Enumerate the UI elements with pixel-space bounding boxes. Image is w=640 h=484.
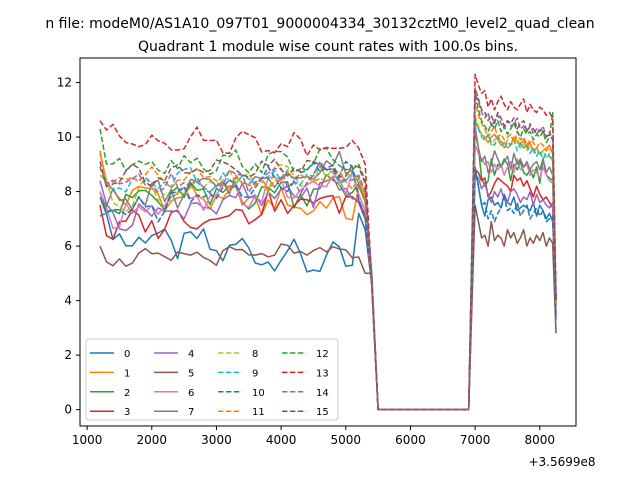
legend-box	[85, 338, 339, 421]
series-line-0	[99, 166, 557, 411]
y-tick-label: 4	[64, 294, 72, 308]
chart-title: Quadrant 1 module wise count rates with …	[138, 39, 518, 55]
legend-label-12: 12	[316, 349, 329, 360]
y-tick-label: 0	[64, 403, 72, 417]
legend-label-1: 1	[124, 368, 130, 379]
x-offset-label: +3.5699e8	[528, 455, 595, 469]
series-line-15	[99, 87, 557, 411]
legend-label-7: 7	[188, 407, 194, 418]
x-tick-label: 1000	[72, 433, 103, 447]
y-tick-label: 8	[64, 185, 72, 199]
x-tick-label: 7000	[460, 433, 491, 447]
x-tick-label: 5000	[331, 433, 362, 447]
x-tick-label: 8000	[525, 433, 556, 447]
legend-label-6: 6	[188, 388, 194, 399]
legend-label-15: 15	[316, 407, 329, 418]
legend-label-8: 8	[252, 349, 258, 360]
x-tick-label: 2000	[137, 433, 168, 447]
axes: 1000 2000 3000 4000 5000 6000 7000 800002468101…	[57, 76, 555, 447]
series-line-2	[99, 130, 557, 411]
series-line-5	[99, 204, 557, 411]
legend-label-2: 2	[124, 388, 130, 399]
y-tick-label: 6	[64, 239, 72, 253]
legend-label-3: 3	[124, 407, 130, 418]
series-line-10	[99, 160, 557, 411]
series-line-1	[99, 119, 557, 411]
legend-label-0: 0	[124, 349, 130, 360]
legend-label-11: 11	[252, 407, 265, 418]
y-tick-label: 2	[64, 348, 72, 362]
series-line-8	[99, 114, 557, 411]
y-tick-label: 12	[57, 76, 72, 90]
legend-label-13: 13	[316, 368, 329, 379]
legend-label-5: 5	[188, 368, 194, 379]
series-layer	[99, 73, 557, 411]
legend-label-9: 9	[252, 368, 258, 379]
x-tick-label: 4000	[266, 433, 297, 447]
series-line-13	[99, 73, 557, 411]
legend-label-4: 4	[188, 349, 194, 360]
y-tick-label: 10	[57, 130, 72, 144]
series-line-12	[99, 92, 557, 411]
series-line-7	[99, 125, 557, 411]
x-tick-label: 6000	[395, 433, 426, 447]
x-tick-label: 3000	[201, 433, 232, 447]
legend-label-10: 10	[252, 388, 265, 399]
chart-suptitle: n file: modeM0/AS1A10_097T01_9000004334_…	[45, 16, 594, 32]
legend-label-14: 14	[316, 388, 329, 399]
